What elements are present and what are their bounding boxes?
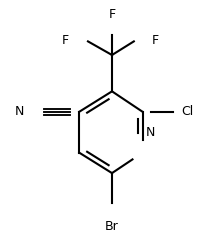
Text: Cl: Cl xyxy=(181,105,193,118)
Text: N: N xyxy=(146,126,155,139)
Text: N: N xyxy=(15,105,24,118)
Text: F: F xyxy=(61,34,69,47)
Text: F: F xyxy=(152,34,159,47)
Text: Br: Br xyxy=(105,220,119,233)
Text: F: F xyxy=(108,8,116,21)
